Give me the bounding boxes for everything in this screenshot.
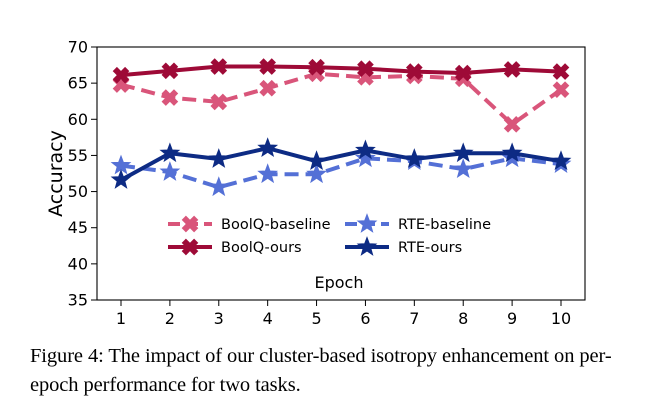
x-marker-stroke	[210, 93, 228, 111]
x-tick-label: 6	[360, 309, 370, 328]
x-marker-stroke	[210, 58, 228, 75]
x-tick-label: 4	[263, 309, 273, 328]
legend-entry-rte-baseline: RTE-baseline	[345, 213, 491, 233]
x-marker-stroke	[161, 62, 179, 80]
x-marker-stroke	[181, 238, 199, 256]
data-point	[208, 176, 230, 197]
x-marker-stroke	[181, 215, 199, 233]
legend: BoolQ-baseline RTE-baseline BoolQ-ours RTE-…	[168, 213, 491, 256]
legend-entry-boolq-ours: BoolQ-ours	[168, 238, 302, 256]
x-marker-stroke	[503, 61, 521, 78]
data-point	[161, 62, 179, 80]
data-point	[308, 58, 325, 76]
data-point	[452, 142, 474, 163]
x-tick-label: 9	[507, 309, 517, 328]
x-axis-title: Epoch	[315, 273, 364, 292]
x-marker-stroke	[112, 66, 130, 84]
series-line	[120, 71, 563, 127]
x-tick-label: 1	[116, 309, 126, 328]
legend-label: RTE-ours	[398, 240, 462, 256]
series-line	[120, 64, 562, 78]
legend-marker	[181, 215, 199, 233]
x-marker-stroke	[259, 58, 276, 75]
data-point	[259, 58, 276, 75]
data-point	[259, 79, 276, 97]
series-layer	[110, 58, 572, 197]
x-tick-label: 5	[311, 309, 321, 328]
plot-frame	[96, 46, 586, 301]
legend-entry-rte-ours: RTE-ours	[345, 236, 462, 256]
x-marker-stroke	[552, 81, 570, 98]
data-point	[257, 163, 279, 184]
x-tick-label: 8	[458, 309, 468, 328]
data-point	[550, 150, 572, 171]
data-point	[159, 161, 181, 181]
legend-marker	[356, 236, 378, 256]
data-point	[210, 93, 228, 111]
x-marker-stroke	[406, 63, 423, 80]
data-point	[406, 63, 423, 80]
y-tick-label: 65	[68, 74, 88, 93]
data-point	[208, 148, 230, 168]
series-boolq-baseline	[112, 65, 570, 133]
y-tick-label: 45	[68, 218, 88, 237]
data-point	[110, 169, 132, 189]
series-line	[120, 146, 562, 182]
data-point	[552, 63, 570, 80]
data-point	[306, 163, 327, 184]
y-tick-label: 70	[68, 38, 88, 57]
data-point	[452, 158, 474, 179]
x-marker-stroke	[161, 89, 179, 106]
legend-marker	[181, 238, 199, 256]
legend-label: RTE-baseline	[398, 217, 491, 233]
data-point	[403, 148, 425, 168]
series-line	[120, 156, 562, 190]
legend-label: BoolQ-ours	[221, 240, 302, 256]
data-point	[355, 147, 376, 168]
data-point	[159, 142, 181, 163]
data-point	[552, 81, 570, 98]
y-tick-label: 50	[68, 182, 88, 201]
y-tick-label: 35	[68, 291, 88, 310]
data-point	[355, 139, 376, 160]
y-axis-title: Accuracy	[45, 130, 67, 217]
data-point	[357, 60, 374, 78]
y-tick-label: 60	[68, 110, 88, 129]
y-tick-label: 40	[68, 254, 88, 273]
x-marker-stroke	[259, 79, 276, 97]
data-point	[454, 64, 472, 82]
data-point	[501, 142, 523, 163]
data-point	[306, 150, 327, 171]
data-point	[503, 61, 521, 78]
legend-entry-boolq-baseline: BoolQ-baseline	[168, 215, 331, 233]
data-point	[257, 137, 279, 158]
x-tick-label: 7	[409, 309, 419, 328]
y-tick-label: 55	[68, 146, 88, 165]
x-marker-stroke	[454, 64, 472, 82]
x-tick-label: 10	[551, 309, 571, 328]
data-point	[161, 89, 179, 106]
data-point	[503, 116, 521, 133]
x-marker-stroke	[552, 63, 570, 80]
figure-caption: Figure 4: The impact of our cluster-base…	[30, 345, 612, 396]
legend-label: BoolQ-baseline	[221, 217, 331, 233]
data-point	[112, 66, 130, 84]
x-tick-label: 2	[165, 309, 175, 328]
x-marker-stroke	[308, 58, 325, 76]
legend-marker	[356, 213, 378, 233]
x-tick-label: 3	[214, 309, 224, 328]
data-point	[210, 58, 228, 75]
x-marker-stroke	[503, 116, 521, 133]
series-rte-ours	[110, 137, 572, 189]
x-marker-stroke	[357, 60, 374, 78]
series-boolq-ours	[112, 58, 570, 84]
